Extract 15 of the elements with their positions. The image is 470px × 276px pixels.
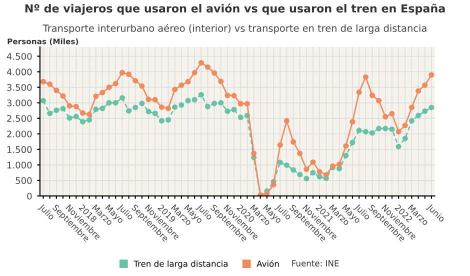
chart-title: Nº de viajeros que usaron el avión vs que usaron el tren en España: [25, 4, 445, 15]
legend-label: Tren de larga distancia: [134, 260, 228, 268]
y-tick-label: 3.000: [7, 100, 32, 106]
y-tick-label: 1.500: [7, 146, 32, 153]
y-tick-label: 500: [16, 177, 32, 184]
y-tick-label: 4.000: [6, 68, 32, 76]
y-tick-label: 1.000: [7, 162, 32, 168]
y-tick-label: 4.500: [6, 52, 32, 60]
legend-label: Avión: [256, 260, 279, 267]
y-tick-label: 2.500: [7, 115, 32, 122]
y-tick-label: 0: [27, 192, 32, 200]
source-note: Fuente: INE: [292, 260, 339, 266]
y-tick-label: 2.000: [7, 130, 32, 138]
y-tick-label: 3.500: [7, 84, 32, 91]
chart-subtitle: Transporte interurbano aéreo (interior) vs transporte en tren de larga distancia: [42, 24, 426, 34]
